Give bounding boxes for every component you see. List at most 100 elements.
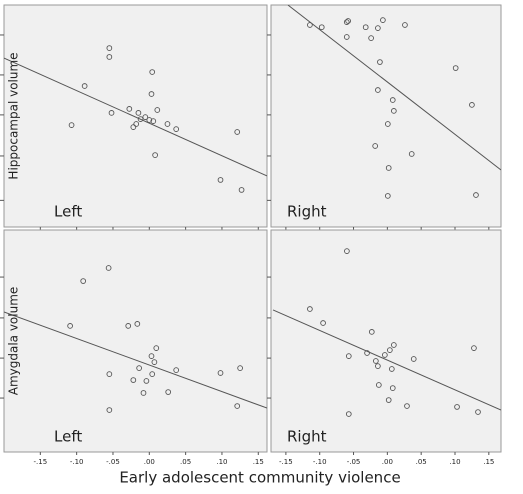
- point: [237, 365, 243, 371]
- point: [165, 389, 172, 395]
- x-tick-label: -.05: [347, 458, 361, 466]
- point: [471, 345, 477, 351]
- panel-label: Left: [54, 428, 82, 446]
- point: [410, 356, 417, 362]
- x-tick-label: .15: [253, 458, 264, 466]
- point: [402, 22, 408, 28]
- point: [106, 407, 113, 413]
- x-tick-label: .10: [216, 458, 227, 466]
- point: [373, 358, 379, 364]
- x-tick-label: -.15: [33, 458, 47, 466]
- point: [343, 19, 350, 25]
- point: [345, 411, 352, 417]
- point: [404, 403, 410, 409]
- point: [380, 17, 386, 23]
- point: [408, 151, 415, 157]
- x-axis-label: Early adolescent community violence: [119, 469, 400, 487]
- point: [136, 365, 142, 371]
- point: [454, 404, 460, 410]
- point: [126, 106, 133, 112]
- point: [67, 323, 73, 329]
- x-tick-label: .10: [449, 458, 460, 466]
- point: [475, 409, 481, 415]
- point: [375, 25, 381, 31]
- point: [390, 342, 397, 348]
- x-tick-label: .05: [416, 458, 427, 466]
- point: [234, 403, 241, 409]
- point: [375, 363, 381, 369]
- panel: [3, 229, 268, 453]
- point: [389, 385, 396, 391]
- point: [382, 352, 388, 358]
- point: [320, 320, 326, 326]
- point: [368, 35, 374, 41]
- x-tick-label: .15: [483, 458, 494, 466]
- panel: [3, 4, 268, 228]
- point: [106, 371, 113, 377]
- point: [173, 126, 180, 132]
- point: [146, 117, 153, 123]
- point: [343, 34, 350, 40]
- point: [152, 152, 158, 158]
- fit-line: [272, 309, 501, 411]
- point: [377, 59, 383, 65]
- x-tick-label: .00: [382, 458, 393, 466]
- point: [384, 193, 391, 199]
- point: [153, 345, 160, 351]
- x-tick-label: .00: [144, 458, 155, 466]
- point: [372, 143, 379, 149]
- point: [385, 165, 392, 171]
- fit-line: [4, 57, 267, 177]
- point: [364, 350, 370, 356]
- point: [125, 323, 132, 329]
- point: [368, 329, 375, 335]
- point: [135, 110, 142, 116]
- y-axis-label: Amygdala volume: [7, 287, 21, 396]
- y-axis-label: Hippocampal volume: [7, 52, 21, 179]
- point: [345, 353, 352, 359]
- point: [387, 347, 393, 353]
- point: [164, 121, 171, 127]
- point: [106, 45, 113, 51]
- point: [238, 187, 245, 193]
- point: [133, 121, 140, 127]
- x-tick-label: -.10: [313, 458, 327, 466]
- point: [148, 91, 155, 97]
- x-tick-label: -.15: [279, 458, 293, 466]
- point: [134, 321, 141, 327]
- point: [375, 87, 381, 93]
- fit-line: [4, 311, 267, 409]
- point: [469, 102, 475, 108]
- point: [173, 367, 180, 373]
- point: [106, 54, 113, 60]
- point: [148, 353, 155, 359]
- point: [81, 83, 88, 89]
- point: [388, 366, 395, 372]
- point: [142, 114, 149, 120]
- point: [452, 65, 459, 71]
- point: [154, 107, 161, 113]
- point: [150, 118, 157, 124]
- point: [149, 69, 156, 75]
- point: [344, 248, 350, 254]
- panel-label: Right: [287, 428, 327, 446]
- point: [318, 24, 325, 31]
- point: [68, 122, 75, 128]
- point: [390, 108, 397, 114]
- point: [130, 124, 137, 130]
- point: [234, 129, 241, 135]
- panel: [270, 4, 502, 228]
- point: [473, 192, 479, 198]
- point: [137, 116, 144, 122]
- point: [389, 97, 396, 103]
- x-tick-label: .05: [180, 458, 191, 466]
- point: [80, 278, 87, 284]
- point: [143, 378, 150, 384]
- panel-label: Left: [54, 203, 82, 221]
- point: [149, 371, 156, 377]
- point: [105, 265, 112, 271]
- panel: [270, 229, 502, 453]
- panel-label: Right: [287, 203, 327, 221]
- point: [375, 382, 382, 388]
